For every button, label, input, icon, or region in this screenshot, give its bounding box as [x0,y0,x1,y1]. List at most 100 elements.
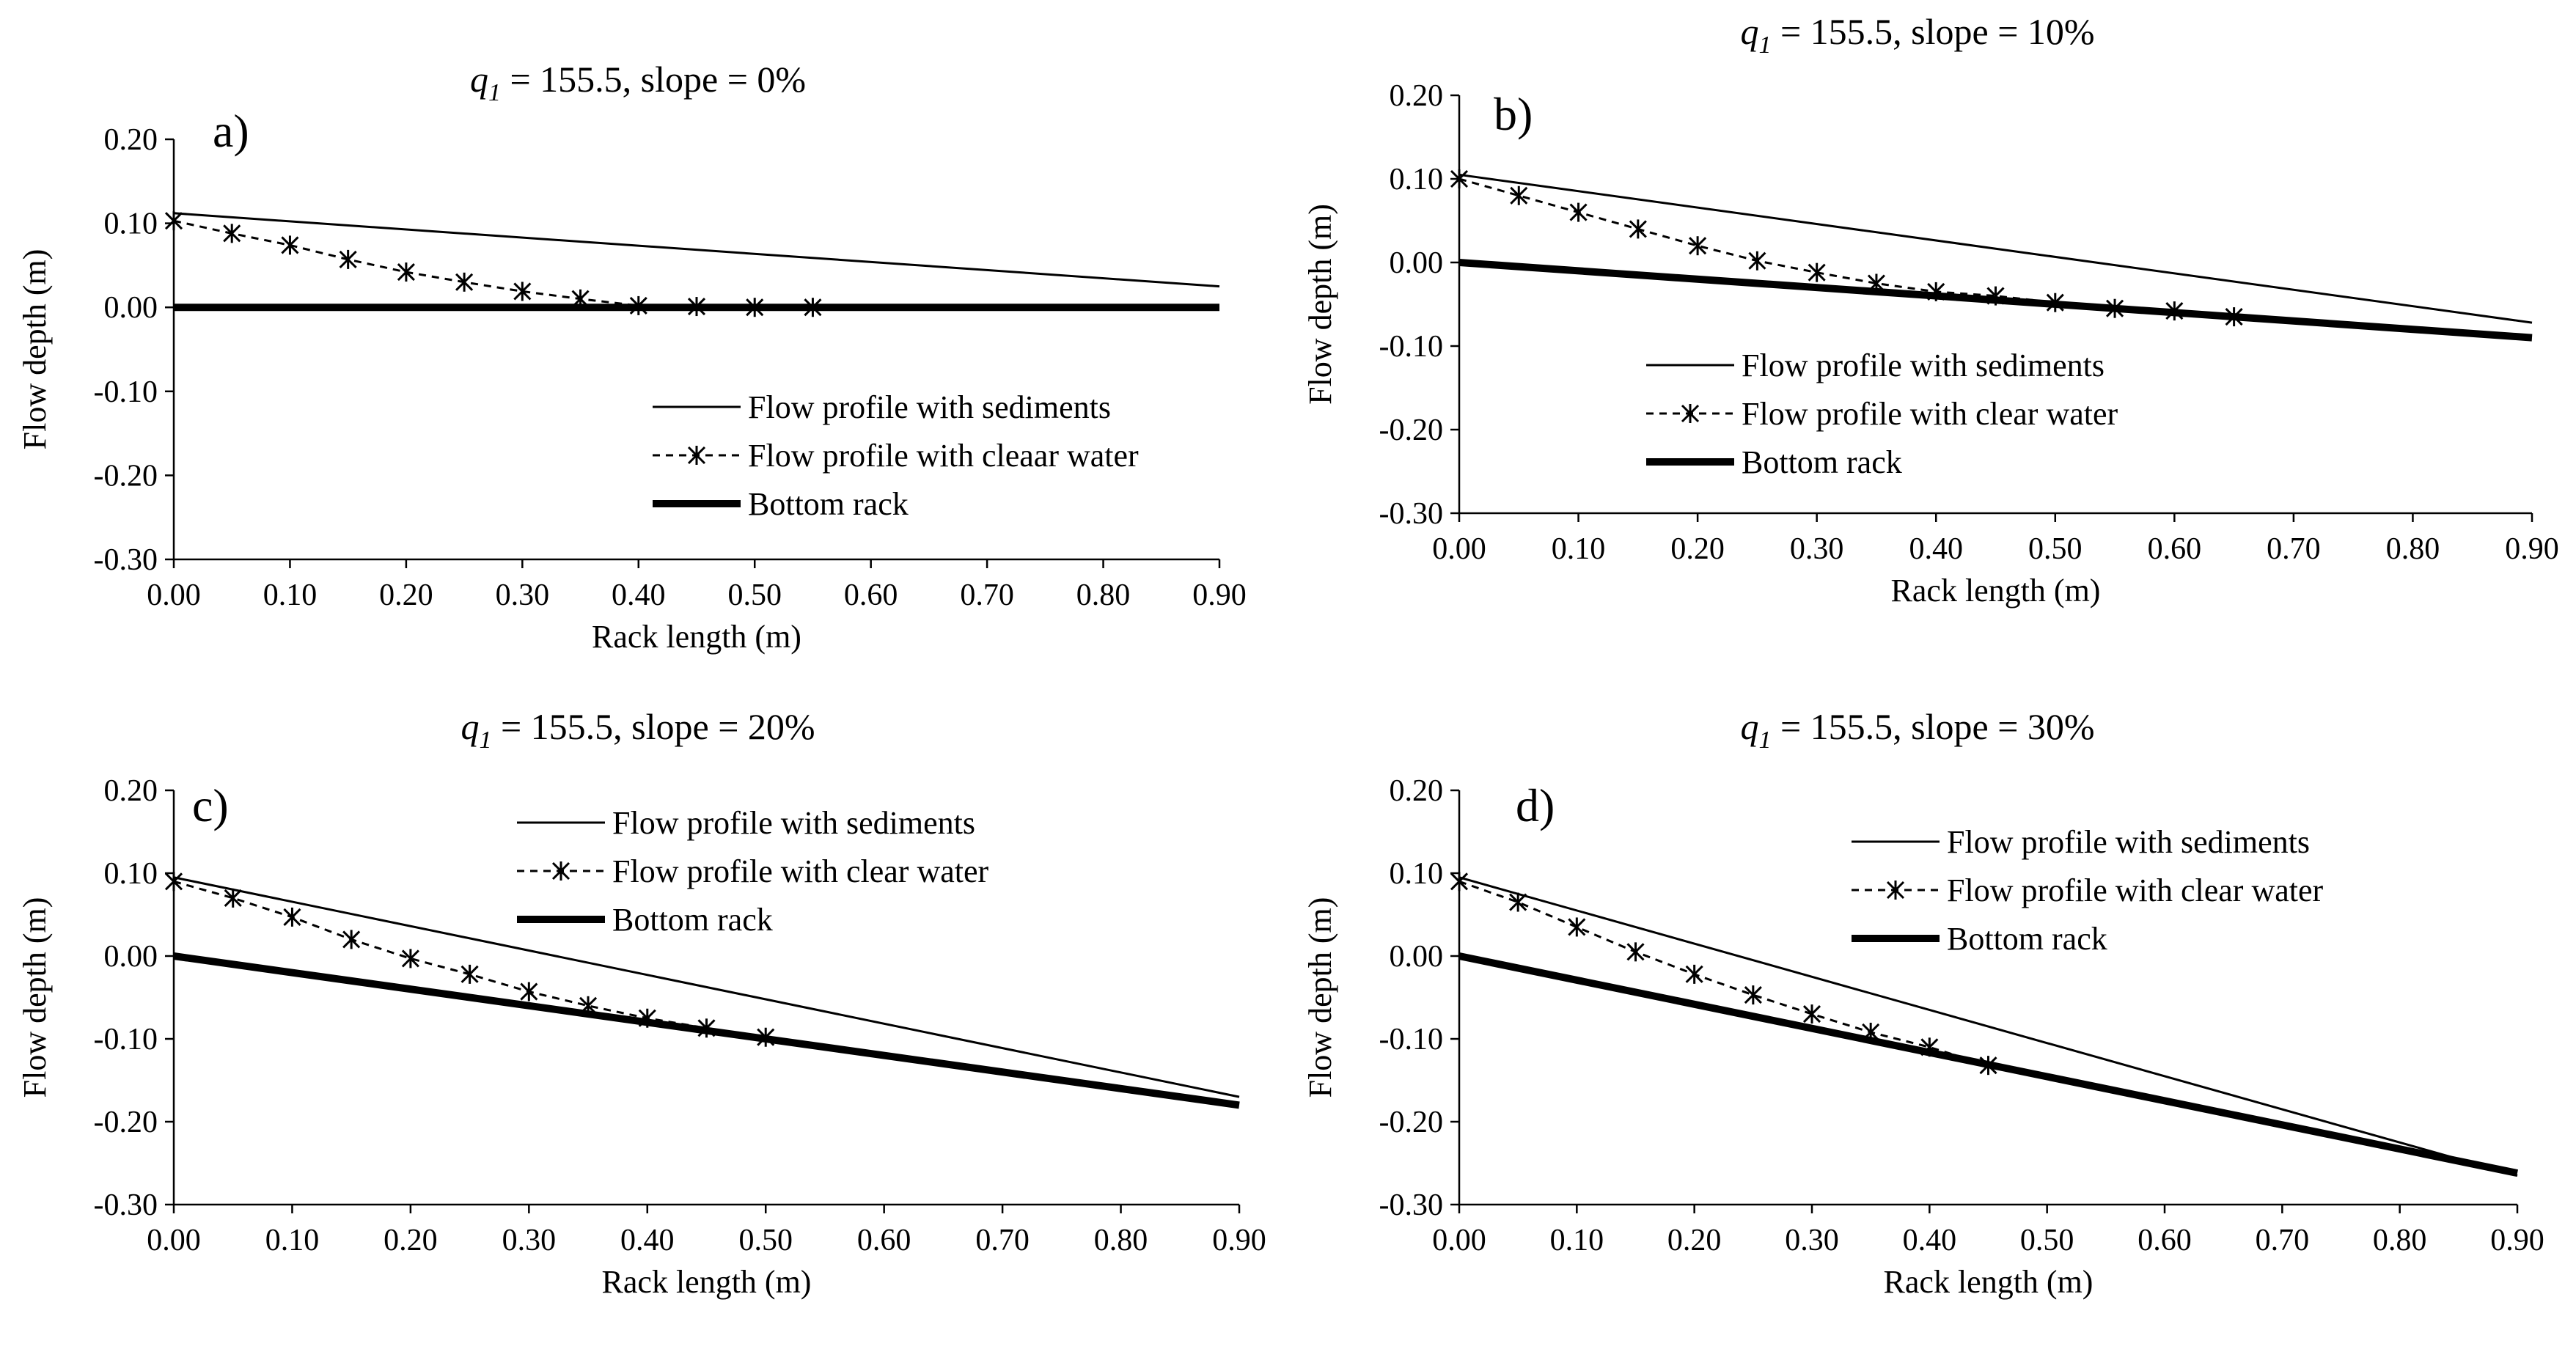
data-point-marker [513,282,532,301]
y-tick-label: 0.00 [1390,246,1444,280]
x-tick-label: 0.40 [620,1224,675,1257]
chart-panel-c: q1 = 155.5, slope = 20%c)0.200.100.00-0.… [17,706,1266,1300]
legend-label: Flow profile with sediments [1742,348,2105,383]
series-line-dashed-star [173,219,813,309]
legend-entry: Flow profile with clear water [1852,872,2324,908]
x-tick-label: 0.30 [502,1224,557,1257]
series-line-thick-solid [173,952,1240,1109]
x-tick-label: 0.10 [1550,1224,1604,1257]
legend-entry: Flow profile with clear water [517,853,989,889]
panel-label: a) [213,105,249,157]
data-point-marker [1689,236,1707,256]
chart-panel-a: q1 = 155.5, slope = 0% a) 0.20 0.10 0.00 -0.1… [17,59,1247,655]
legend-entry: Bottom rack [1646,444,1902,480]
data-point-marker [397,262,415,282]
legend-label: Bottom rack [748,486,909,522]
legend-label: Flow profile with sediments [748,389,1111,425]
y-tick-label: -0.10 [1379,330,1444,364]
y-tick-label: -0.20 [1379,413,1444,447]
legend-marker [1681,404,1700,423]
series-line-thin-solid [173,212,1220,288]
data-point-marker [1568,917,1586,937]
legend-label: Flow profile with cleaar water [748,438,1139,474]
x-tick-label: 0.50 [2028,532,2083,566]
x-tick-label: 0.30 [496,578,550,612]
x-tick-label: 0.80 [1094,1224,1148,1257]
y-tick-label: 0.10 [1390,857,1444,891]
y-tick-label: -0.20 [94,1106,158,1139]
data-point-marker [164,872,183,892]
x-tick-label: 0.50 [2020,1224,2074,1257]
data-point-marker [164,211,183,231]
x-tick-label: 0.20 [384,1224,438,1257]
data-point-marker [223,224,241,243]
x-tick-label: 0.20 [379,578,433,612]
x-tick-label: 0.10 [1552,532,1606,566]
x-tick-label: 0.60 [857,1224,911,1257]
series-line-dashed-star [1458,177,2234,318]
y-tick-label: 0.10 [104,207,158,241]
x-tick-label: 0.20 [1670,532,1725,566]
x-tick-label: 0.80 [1076,578,1131,612]
data-point-marker [1509,892,1527,912]
legend-entry: Flow profile with sediments [517,805,975,841]
data-point-marker [1629,219,1647,239]
data-point-marker [339,249,357,269]
panel-label: b) [1494,88,1533,140]
x-tick-label: 0.90 [1192,578,1247,612]
legend-entry: Flow profile with cleaar water [653,438,1139,474]
x-tick-label: 0.60 [2138,1224,2192,1257]
legend-entry: Bottom rack [517,902,773,938]
data-point-marker [401,949,419,968]
y-axis-title: Flow depth (m) [1302,204,1338,405]
x-axis-title: Rack length (m) [1891,573,2101,609]
chart-title: q1 = 155.5, slope = 20% [460,706,815,754]
legend-entry: Bottom rack [1852,921,2107,957]
x-tick-label: 0.80 [2373,1224,2427,1257]
y-tick-label: 0.00 [1390,940,1444,974]
x-tick-label: 0.90 [2490,1224,2544,1257]
data-point-marker [1450,169,1469,188]
x-tick-label: 0.40 [612,578,666,612]
legend-label: Bottom rack [1742,444,1902,480]
data-point-marker [455,272,474,292]
series-line-thin-solid [173,876,1240,1098]
legend-label: Flow profile with clear water [612,853,989,889]
x-tick-label: 0.00 [1432,1224,1486,1257]
legend-entry: Flow profile with sediments [1852,824,2310,860]
legend-label: Flow profile with sediments [1947,824,2310,860]
data-point-marker [520,982,538,1001]
series-line-dashed-star [1458,880,1989,1067]
legend-entry: Flow profile with clear water [1646,396,2118,432]
data-point-marker [342,930,361,949]
chart-panel-b: q1 = 155.5, slope = 10%b)0.200.100.00-0.… [1302,11,2559,609]
x-tick-label: 0.90 [2505,532,2559,566]
data-point-marker [1569,202,1588,222]
x-tick-label: 0.60 [844,578,898,612]
data-point-marker [1685,964,1703,984]
data-point-marker [224,888,242,908]
legend-label: Flow profile with clear water [1947,872,2324,908]
y-axis-title: Flow depth (m) [1302,897,1338,1098]
panel-label: c) [192,779,229,831]
data-point-marker [1748,251,1766,271]
y-tick-label: -0.20 [94,459,158,493]
y-tick-label: -0.30 [1379,1188,1444,1222]
series-line-thin-solid [1458,173,2533,324]
legend-entry: Flow profile with sediments [1646,348,2105,383]
data-point-marker [1626,942,1645,962]
legend-marker [1886,881,1905,900]
x-tick-label: 0.00 [1432,532,1486,566]
y-tick-label: 0.20 [1390,774,1444,808]
y-tick-label: -0.10 [1379,1023,1444,1056]
y-tick-label: 0.20 [1390,79,1444,113]
x-axis-title: Rack length (m) [602,1264,812,1300]
data-point-marker [281,235,299,255]
data-point-marker [1510,185,1528,205]
x-tick-label: 0.00 [147,578,201,612]
y-tick-label: 0.00 [104,291,158,325]
y-tick-label: 0.10 [1390,163,1444,196]
x-tick-label: 0.00 [147,1224,201,1257]
y-tick-label: -0.10 [94,1023,158,1056]
